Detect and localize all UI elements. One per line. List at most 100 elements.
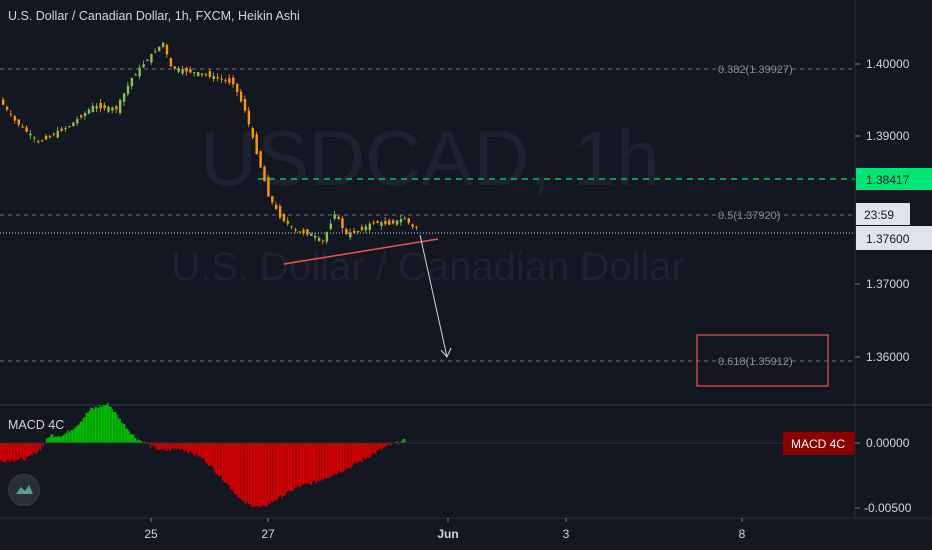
macd-bar (186, 443, 189, 453)
macd-bar (229, 443, 231, 489)
candle-body (193, 72, 196, 74)
macd-bar (356, 443, 358, 464)
candle-body (282, 213, 286, 222)
macd-bar (212, 443, 215, 469)
candle-body (103, 105, 106, 109)
macd-bar (78, 424, 80, 443)
macd-bar (269, 443, 271, 505)
macd-bar (310, 443, 312, 486)
candle-body (380, 222, 383, 226)
candle-body (310, 233, 313, 236)
macd-bar (73, 428, 75, 443)
candle-body (17, 119, 20, 125)
candle-body (212, 76, 215, 80)
macd-bar (139, 440, 141, 443)
macd-bar (119, 418, 121, 443)
candle-body (122, 93, 126, 102)
macd-bar (42, 443, 45, 446)
candle-body (263, 166, 266, 182)
tradingview-logo[interactable] (8, 474, 40, 506)
macd-bar (367, 443, 369, 458)
macd-bar (169, 443, 172, 451)
macd-bar (315, 443, 317, 484)
macd-bar (123, 424, 126, 443)
candle-body (154, 51, 157, 53)
macd-bar (361, 443, 363, 462)
macd-bar (203, 443, 205, 459)
macd-bar (215, 443, 218, 475)
macd-bar (172, 443, 175, 449)
candle-body (321, 240, 325, 242)
macd-bar (243, 443, 245, 502)
macd-bar (400, 441, 403, 443)
candle-body (368, 223, 371, 230)
macd-bar (45, 438, 48, 443)
macd-bar (264, 443, 267, 507)
macd-bar (117, 418, 120, 443)
macd-bar (143, 441, 146, 443)
macd-bar (217, 443, 219, 476)
candle-body (134, 74, 137, 76)
candle-body (208, 71, 212, 77)
macd-bar (182, 443, 184, 450)
macd-bar (377, 443, 380, 451)
macd-bar (13, 443, 16, 462)
macd-bar (39, 443, 42, 451)
macd-bar (312, 443, 314, 482)
macd-bar (160, 443, 163, 449)
candle-body (392, 220, 395, 224)
candle-body (173, 66, 176, 69)
macd-bar (1, 443, 3, 462)
candle-body (161, 42, 165, 47)
macd-bar (154, 443, 156, 447)
macd-bar (100, 406, 103, 443)
candle-body (306, 229, 309, 235)
macd-bar (309, 443, 311, 484)
macd-bar (244, 443, 247, 505)
macd-bar (125, 428, 127, 443)
macd-bar (79, 421, 81, 443)
macd-bar (330, 443, 332, 477)
macd-bar (33, 443, 36, 452)
watermark-symbol: USDCAD, 1h (200, 114, 659, 202)
macd-title[interactable]: MACD 4C (8, 418, 65, 432)
macd-bar (302, 443, 305, 485)
candle-body (243, 98, 247, 111)
macd-bar (258, 443, 260, 507)
macd-bar (234, 443, 236, 495)
macd-bar (283, 443, 285, 496)
candle-body (165, 44, 169, 55)
macd-bar (221, 443, 224, 481)
support-trendline[interactable] (283, 238, 439, 265)
projection-arrow[interactable] (419, 234, 448, 358)
macd-bar (32, 443, 34, 455)
macd-bar (0, 443, 2, 461)
macd-bar (15, 443, 17, 461)
macd-bar (137, 439, 140, 443)
candle-body (403, 218, 407, 220)
macd-bar (10, 443, 13, 460)
candle-body (298, 231, 301, 233)
price-tick-label: 1.36000 (866, 350, 910, 364)
macd-bar (376, 443, 378, 451)
candle-body (384, 220, 387, 225)
candle-body (220, 78, 223, 80)
macd-bar (12, 443, 14, 462)
arrow-head (440, 347, 452, 358)
macd-bar (223, 443, 225, 483)
time-tick-label: 8 (739, 527, 746, 541)
target-box[interactable] (696, 334, 829, 387)
candle-body (255, 134, 258, 155)
macd-bar (6, 443, 8, 461)
macd-bar (94, 406, 97, 443)
macd-bar (191, 443, 193, 453)
macd-bar (341, 443, 343, 473)
macd-bar (397, 443, 400, 445)
macd-bar (316, 443, 319, 482)
macd-bar (177, 443, 179, 449)
macd-bar (174, 443, 176, 449)
candle-body (197, 72, 200, 77)
macd-bar (240, 443, 242, 499)
macd-bar (175, 443, 178, 450)
